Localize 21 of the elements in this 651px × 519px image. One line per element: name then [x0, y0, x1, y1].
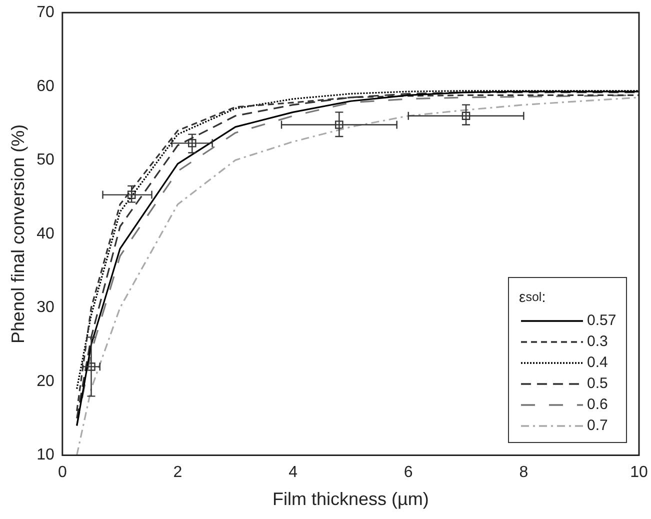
y-tick-label: 40: [36, 225, 54, 242]
x-tick-label: 8: [519, 464, 528, 482]
x-tick-label: 6: [404, 464, 413, 482]
legend-label: 0.3: [587, 333, 608, 350]
y-axis-title: Phenol final conversion (%): [8, 124, 28, 344]
y-tick-label: 70: [36, 4, 54, 22]
x-tick-label: 2: [173, 464, 182, 482]
legend-label: 0.7: [587, 417, 608, 434]
x-axis-title: Film thickness (µm): [272, 489, 429, 510]
legend-label: 0.57: [587, 312, 616, 330]
x-tick-label: 10: [630, 464, 648, 482]
legend-label: 0.5: [587, 375, 608, 392]
y-tick-label: 50: [36, 152, 54, 169]
y-tick-label: 60: [36, 78, 54, 95]
x-tick-label: 4: [288, 464, 298, 482]
y-tick-label: 20: [36, 372, 54, 390]
y-tick-label: 30: [36, 299, 54, 316]
x-tick-label: 0: [58, 464, 67, 482]
legend-label: 0.6: [587, 396, 608, 414]
legend-label: 0.4: [587, 354, 608, 372]
y-tick-label: 10: [36, 446, 54, 464]
